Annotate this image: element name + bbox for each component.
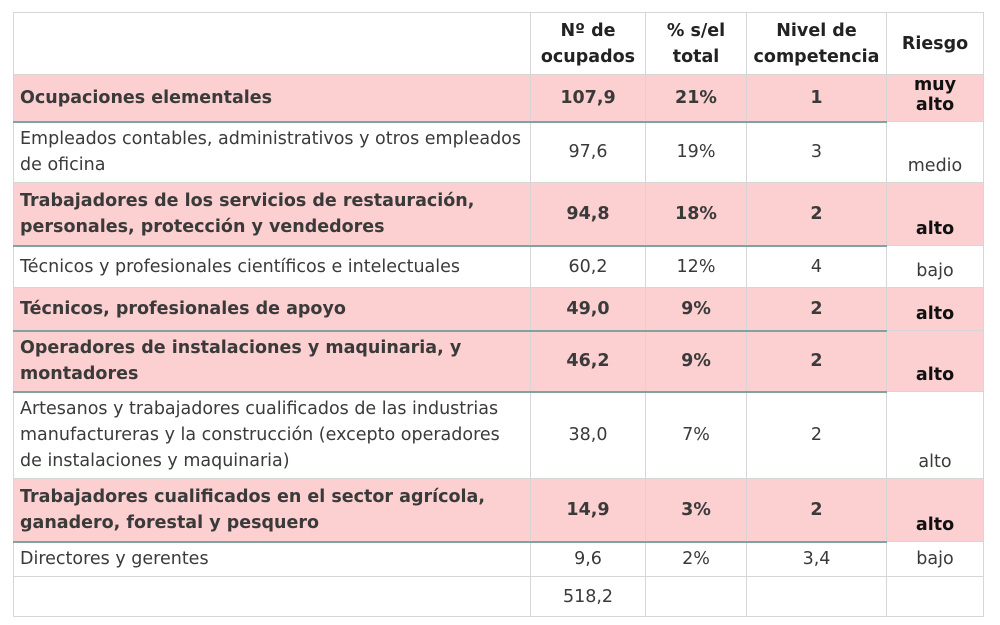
risk-cell: bajo [886,541,984,577]
total-label-cell [13,576,531,617]
total-row: 518,2 [13,576,984,617]
level-cell: 2 [746,287,887,332]
occupation-cell: Trabajadores de los servicios de restaur… [13,182,531,247]
percent-cell: 9% [645,287,747,332]
occupation-cell: Ocupaciones elementales [13,74,531,123]
table-row: Empleados contables, administrativos y o… [13,121,984,183]
employed-cell: 9,6 [530,541,646,577]
occupation-cell: Técnicos y profesionales científicos e i… [13,245,531,288]
risk-cell: alto [886,478,984,542]
header-occupation [13,12,531,75]
percent-cell: 18% [645,182,747,247]
risk-cell: alto [886,391,984,479]
table-row: Trabajadores de los servicios de restaur… [13,182,984,247]
occupation-cell: Técnicos, profesionales de apoyo [13,287,531,332]
level-cell: 4 [746,245,887,288]
percent-cell: 2% [645,541,747,577]
employed-cell: 49,0 [530,287,646,332]
table-row: Técnicos, profesionales de apoyo 49,0 9%… [13,287,984,332]
percent-cell: 9% [645,330,747,393]
total-percent-cell [645,576,747,617]
occupation-cell: Artesanos y trabajadores cualificados de… [13,391,531,479]
total-risk-cell [886,576,984,617]
risk-cell: medio [886,121,984,183]
level-cell: 2 [746,330,887,393]
header-competence-level: Nivel de competencia [746,12,887,75]
risk-cell: muy alto [886,74,984,122]
employed-cell: 46,2 [530,330,646,393]
percent-cell: 19% [645,121,747,183]
occupation-cell: Empleados contables, administrativos y o… [13,121,531,183]
risk-cell: alto [886,287,984,331]
table-row: Trabajadores cualificados en el sector a… [13,478,984,543]
employed-cell: 14,9 [530,478,646,543]
level-cell: 2 [746,478,887,543]
total-level-cell [746,576,887,617]
header-employed: Nº de ocupados [530,12,646,75]
table-row: Operadores de instalaciones y maquinaria… [13,330,984,393]
employed-cell: 60,2 [530,245,646,288]
employed-cell: 38,0 [530,391,646,479]
table-row: Artesanos y trabajadores cualificados de… [13,391,984,479]
occupation-cell: Directores y gerentes [13,541,531,577]
occupation-cell: Operadores de instalaciones y maquinaria… [13,330,531,393]
header-percent: % s/el total [645,12,747,75]
level-cell: 3 [746,121,887,183]
percent-cell: 21% [645,74,747,123]
header-row: Nº de ocupados % s/el total Nivel de compet… [13,12,984,75]
risk-cell: bajo [886,245,984,288]
occupations-risk-table: Nº de ocupados % s/el total Nivel de compet… [13,12,984,617]
header-risk: Riesgo [886,12,984,75]
percent-cell: 3% [645,478,747,543]
percent-cell: 7% [645,391,747,479]
level-cell: 2 [746,391,887,479]
percent-cell: 12% [645,245,747,288]
employed-cell: 97,6 [530,121,646,183]
risk-cell: alto [886,330,984,392]
table-row: Ocupaciones elementales 107,9 21% 1 muy … [13,74,984,123]
table-row: Técnicos y profesionales científicos e i… [13,245,984,288]
level-cell: 3,4 [746,541,887,577]
total-employed-cell: 518,2 [530,576,646,617]
employed-cell: 107,9 [530,74,646,123]
risk-cell: alto [886,182,984,246]
level-cell: 1 [746,74,887,123]
level-cell: 2 [746,182,887,247]
employed-cell: 94,8 [530,182,646,247]
table-row: Directores y gerentes 9,6 2% 3,4 bajo [13,541,984,577]
occupation-cell: Trabajadores cualificados en el sector a… [13,478,531,543]
